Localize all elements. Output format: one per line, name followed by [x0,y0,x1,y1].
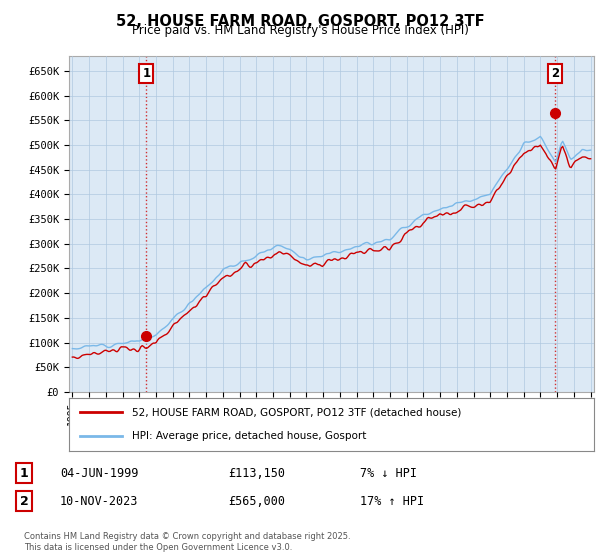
Text: £113,150: £113,150 [228,466,285,480]
Text: 04-JUN-1999: 04-JUN-1999 [60,466,139,480]
Text: HPI: Average price, detached house, Gosport: HPI: Average price, detached house, Gosp… [132,431,367,441]
Text: 52, HOUSE FARM ROAD, GOSPORT, PO12 3TF (detached house): 52, HOUSE FARM ROAD, GOSPORT, PO12 3TF (… [132,408,461,418]
Text: 10-NOV-2023: 10-NOV-2023 [60,494,139,508]
Text: 2: 2 [20,494,28,508]
Text: 1: 1 [20,466,28,480]
Text: 1: 1 [142,67,151,80]
Text: £565,000: £565,000 [228,494,285,508]
Text: 7% ↓ HPI: 7% ↓ HPI [360,466,417,480]
Text: 52, HOUSE FARM ROAD, GOSPORT, PO12 3TF: 52, HOUSE FARM ROAD, GOSPORT, PO12 3TF [116,14,484,29]
Text: 2: 2 [551,67,559,80]
Text: 17% ↑ HPI: 17% ↑ HPI [360,494,424,508]
Text: Contains HM Land Registry data © Crown copyright and database right 2025.
This d: Contains HM Land Registry data © Crown c… [24,533,350,552]
Text: Price paid vs. HM Land Registry's House Price Index (HPI): Price paid vs. HM Land Registry's House … [131,24,469,36]
